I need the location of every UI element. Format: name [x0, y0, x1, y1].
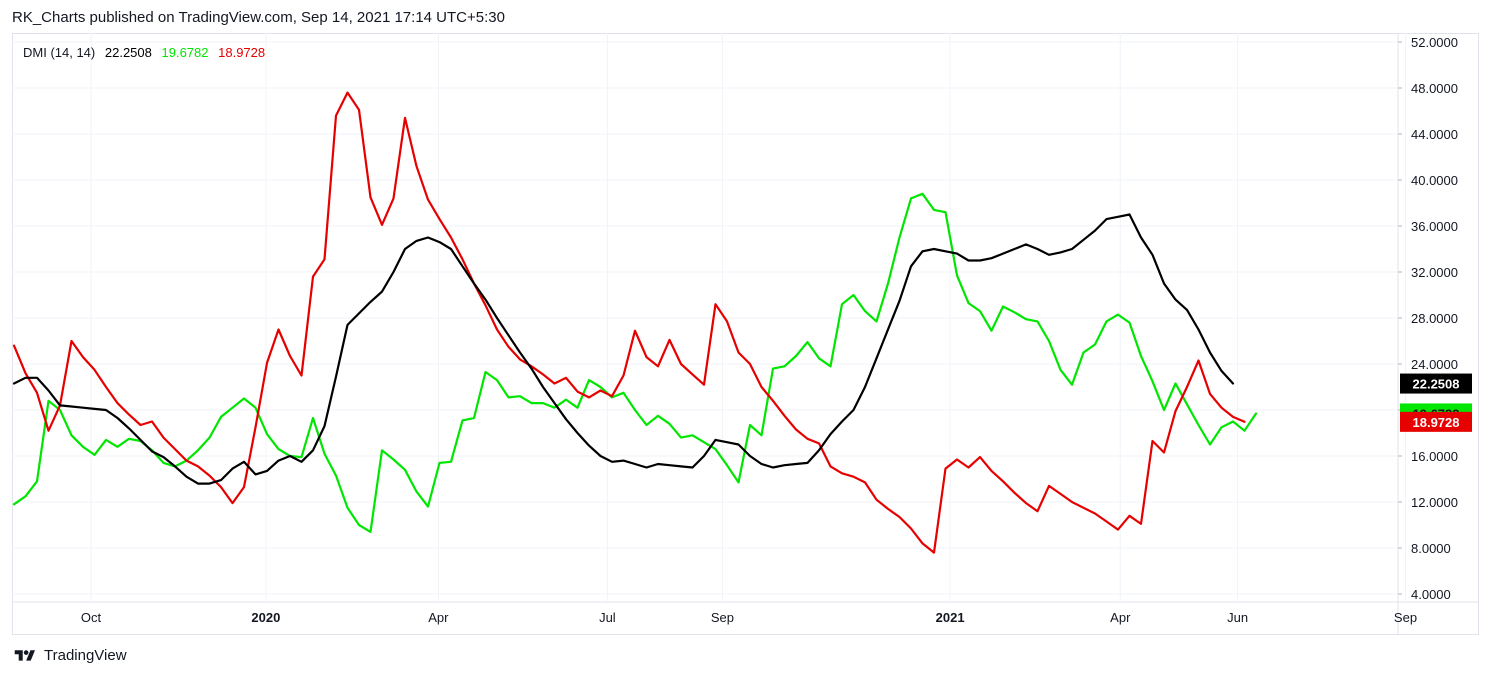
- tradingview-logo-icon: [14, 649, 35, 661]
- minus-di-badge-label: 18.9728: [1413, 415, 1460, 430]
- x-tick-label: Sep: [1394, 610, 1417, 625]
- y-tick-label: 12.0000: [1411, 495, 1458, 510]
- plus-di-line: [12, 192, 1258, 534]
- x-tick-label: Jul: [599, 610, 616, 625]
- publisher-header: RK_Charts published on TradingView.com, …: [12, 9, 505, 26]
- indicator-legend[interactable]: DMI (14, 14) 22.2508 19.6782 18.9728: [23, 45, 271, 60]
- y-tick-label: 4.0000: [1411, 587, 1451, 602]
- y-tick-label: 48.0000: [1411, 81, 1458, 96]
- y-tick-label: 36.0000: [1411, 219, 1458, 234]
- legend-minus-di-value: 18.9728: [218, 45, 266, 60]
- x-tick-label: Apr: [1110, 610, 1131, 625]
- x-axis: Oct 2020 Apr Jul Sep 2021 Apr Jun Sep: [81, 610, 1417, 625]
- x-tick-label: Apr: [428, 610, 449, 625]
- legend-plus-di-value: 19.6782: [161, 45, 209, 60]
- y-tick-label: 28.0000: [1411, 311, 1458, 326]
- y-tick-label: 8.0000: [1411, 541, 1451, 556]
- minus-di-badge: [1400, 411, 1472, 432]
- x-tick-label: 2021: [936, 610, 965, 625]
- series-layer: [12, 91, 1258, 554]
- grid-layer: [12, 33, 1479, 635]
- tradingview-brand-text: TradingView: [44, 647, 127, 664]
- tradingview-brand[interactable]: TradingView: [12, 647, 127, 664]
- legend-indicator-name: DMI (14, 14): [23, 45, 96, 60]
- y-tick-label: 52.0000: [1411, 35, 1458, 50]
- y-tick-label: 44.0000: [1411, 127, 1458, 142]
- x-tick-label: Oct: [81, 610, 102, 625]
- y-tick-label: 16.0000: [1411, 449, 1458, 464]
- y-axis: 4.00008.000012.000016.000020.000024.0000…: [1398, 35, 1458, 602]
- y-tick-label: 40.0000: [1411, 173, 1458, 188]
- legend-adx-value: 22.2508: [104, 45, 152, 60]
- minus-di-line: [12, 91, 1246, 554]
- x-tick-label: 2020: [251, 610, 280, 625]
- adx-badge: [1400, 373, 1472, 394]
- adx-line: [12, 213, 1235, 485]
- adx-badge-label: 22.2508: [1413, 377, 1460, 392]
- chart-frame: [12, 33, 1479, 635]
- y-tick-label: 32.0000: [1411, 265, 1458, 280]
- x-tick-label: Sep: [711, 610, 734, 625]
- x-tick-label: Jun: [1227, 610, 1248, 625]
- y-tick-label: 24.0000: [1411, 357, 1458, 372]
